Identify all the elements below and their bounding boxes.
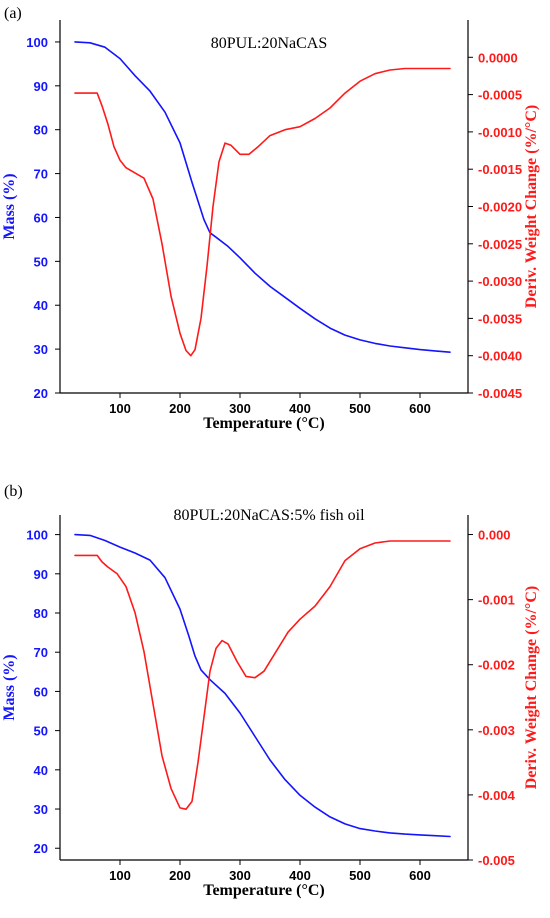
left-y-tick-label: 40 [34, 763, 48, 778]
right-y-tick-label: 0.000 [478, 528, 511, 543]
left-y-tick-label: 20 [34, 386, 48, 401]
left-y-tick-label: 80 [34, 606, 48, 621]
axes: 100 200 300 400 500 600 20 30 40 50 60 70 80 90 100 0.0… [26, 20, 522, 416]
panel-label: (b) [4, 483, 23, 500]
right-y-tick-label: -0.0010 [478, 125, 522, 140]
x-tick-label: 300 [229, 868, 251, 883]
right-y-tick-label: -0.005 [478, 853, 515, 868]
left-y-tick-label: 30 [34, 342, 48, 357]
x-tick-label: 100 [109, 401, 131, 416]
right-y-tick-label: -0.003 [478, 723, 515, 738]
panel-a: 100 200 300 400 500 600 20 30 40 50 60 70 80 90 100 0.0… [1, 5, 540, 432]
x-tick-label: 600 [409, 868, 431, 883]
right-y-tick-label: -0.0015 [478, 162, 522, 177]
x-tick-label: 500 [349, 868, 371, 883]
left-y-tick-label: 60 [34, 210, 48, 225]
right-y-tick-label: 0.0000 [478, 50, 518, 65]
right-y-tick-label: -0.0020 [478, 200, 522, 215]
mass-curve [74, 533, 451, 838]
right-y-tick-label: -0.0030 [478, 274, 522, 289]
x-tick-label: 200 [169, 401, 191, 416]
right-y-axis-label: Deriv. Weight Change (%/°C) [523, 586, 540, 789]
chart-title: 80PUL:20NaCAS [211, 35, 327, 52]
x-tick-label: 400 [289, 401, 311, 416]
left-y-tick-label: 70 [34, 167, 48, 182]
right-y-tick-label: -0.001 [478, 593, 515, 608]
right-y-tick-label: -0.002 [478, 658, 515, 673]
left-y-tick-label: 30 [34, 802, 48, 817]
left-y-tick-label: 100 [26, 528, 48, 543]
left-y-axis-label: Mass (%) [1, 654, 18, 720]
left-y-tick-label: 40 [34, 298, 48, 313]
deriv-weight-curve [74, 540, 451, 810]
right-y-tick-label: -0.0045 [478, 386, 522, 401]
right-y-axis-label: Deriv. Weight Change (%/°C) [523, 105, 540, 308]
left-y-tick-label: 90 [34, 567, 48, 582]
panel-b: 100 200 300 400 500 600 20 30 40 50 60 70 80 90 100 0.0… [1, 483, 540, 899]
x-tick-label: 300 [229, 401, 251, 416]
deriv-weight-curve [74, 67, 451, 357]
panel-label: (a) [4, 5, 22, 22]
right-y-tick-label: -0.0040 [478, 349, 522, 364]
x-tick-label: 200 [169, 868, 191, 883]
x-tick-label: 500 [349, 401, 371, 416]
right-y-tick-label: -0.0025 [478, 237, 522, 252]
left-y-tick-label: 20 [34, 841, 48, 856]
left-y-tick-label: 90 [34, 79, 48, 94]
chart-title: 80PUL:20NaCAS:5% fish oil [173, 507, 365, 524]
right-y-tick-label: -0.0005 [478, 88, 522, 103]
left-y-tick-label: 50 [34, 254, 48, 269]
x-axis-label: Temperature (°C) [203, 415, 324, 432]
x-tick-label: 400 [289, 868, 311, 883]
x-axis-label: Temperature (°C) [203, 882, 324, 899]
axes: 100 200 300 400 500 600 20 30 40 50 60 70 80 90 100 0.0… [26, 515, 516, 883]
right-y-tick-label: -0.004 [478, 788, 516, 803]
left-y-tick-label: 50 [34, 724, 48, 739]
right-y-tick-label: -0.0035 [478, 311, 522, 326]
mass-curve [74, 41, 451, 353]
left-y-tick-label: 100 [26, 35, 48, 50]
x-tick-label: 600 [409, 401, 431, 416]
left-y-tick-label: 60 [34, 684, 48, 699]
x-tick-label: 100 [109, 868, 131, 883]
left-y-tick-label: 80 [34, 123, 48, 138]
left-y-tick-label: 70 [34, 645, 48, 660]
left-y-axis-label: Mass (%) [1, 173, 18, 239]
